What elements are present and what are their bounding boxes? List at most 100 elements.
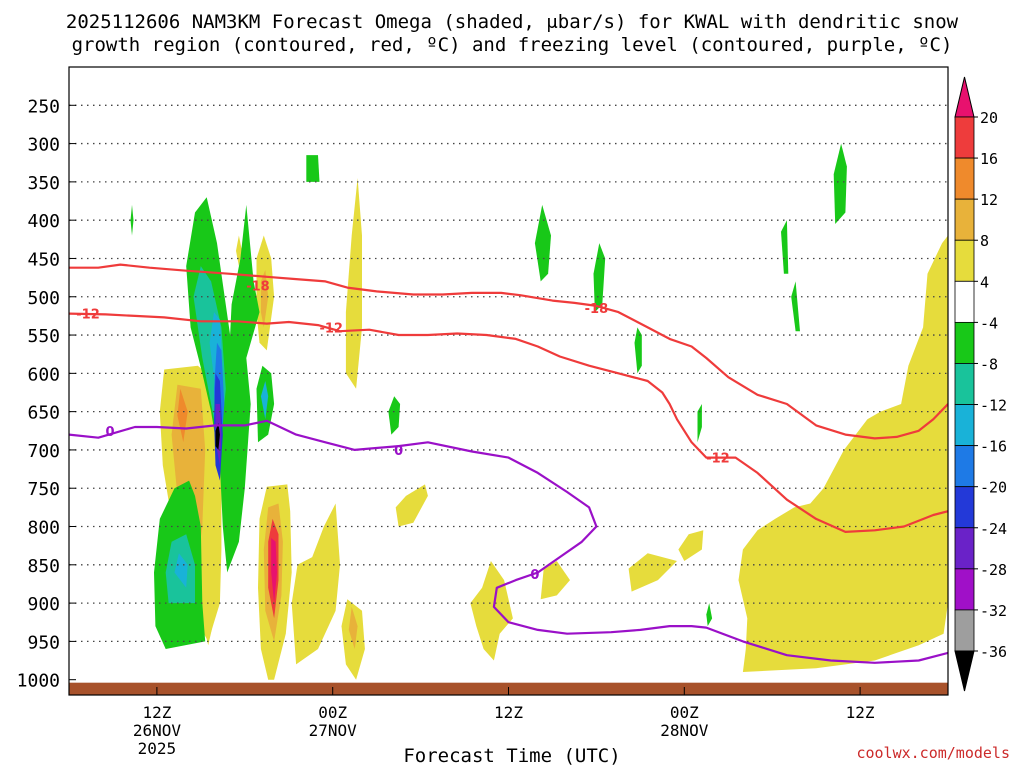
colorbar-bin: [954, 280, 975, 323]
colorbar-bin: [954, 239, 975, 282]
omega-region-30: [215, 423, 220, 450]
y-tick-label: 550: [27, 326, 60, 347]
omega-region-19: [738, 235, 948, 672]
temperature-contour-label: -12: [706, 452, 730, 467]
contours: -18 -18 -12 -12 -12 0 0 0: [69, 263, 948, 664]
colorbar-bin: [954, 609, 975, 652]
omega-region-11: [345, 178, 362, 389]
temperature-contour-label: -18: [246, 279, 270, 294]
freezing-level-contour-label: 0: [394, 444, 403, 459]
colorbar-bin: [954, 404, 975, 447]
y-tick-label: 600: [27, 364, 60, 385]
colorbar-bin: [954, 568, 975, 611]
colorbar-label: -4: [980, 314, 998, 332]
omega-region-41: [706, 603, 713, 627]
omega-region-16: [470, 561, 513, 661]
colorbar-label: -20: [980, 479, 1007, 497]
omega-shading: [69, 143, 948, 695]
omega-region-17: [540, 561, 570, 600]
omega-region-43: [791, 281, 800, 332]
freezing-level-contour-0: [69, 419, 948, 664]
omega-region-15: [395, 484, 428, 527]
colorbar-label: -28: [980, 561, 1007, 579]
colorbar-bin: [954, 445, 975, 488]
colorbar-label: 8: [980, 232, 989, 250]
x-tick-label: 2025: [138, 739, 177, 758]
colorbar-bin: [954, 116, 975, 159]
omega-region-33: [260, 381, 269, 420]
omega-region-39: [634, 327, 642, 374]
colorbar-bin: [954, 527, 975, 570]
y-tick-label: 450: [27, 249, 60, 270]
omega-region-40: [697, 404, 702, 443]
x-tick-label: 00Z: [670, 703, 699, 722]
omega-region-35: [306, 155, 320, 182]
omega-region-10: [348, 606, 358, 649]
freezing-level-contour-label: 0: [530, 568, 539, 583]
omega-region-36: [388, 396, 401, 435]
omega-region-44: [833, 143, 847, 224]
axes: 250 300 350 400 450 500 550 600 650 700 750 800 850 9…: [17, 66, 949, 758]
colorbar-label: -32: [980, 602, 1007, 620]
colorbar-bin: [954, 486, 975, 529]
x-tick-label: 28NOV: [660, 721, 709, 740]
colorbar-label: -12: [980, 397, 1007, 415]
colorbar-bin: [954, 157, 975, 200]
temperature-contour-1: [69, 312, 948, 534]
y-tick-label: 1000: [17, 671, 60, 692]
colorbar-label: 16: [980, 150, 998, 168]
colorbar-bin: [954, 321, 975, 364]
freezing-level-contour-label: 0: [105, 425, 114, 440]
y-tick-label: 400: [27, 211, 60, 232]
colorbar-label: -36: [980, 643, 1007, 661]
colorbar-bottom-arrow: [954, 650, 975, 692]
omega-region-38: [593, 243, 606, 313]
omega-region-6: [271, 538, 277, 604]
plot-frame: [68, 66, 949, 696]
grid: [69, 104, 948, 643]
credit-text: coolwx.com/models: [856, 744, 1010, 762]
y-tick-label: 700: [27, 441, 60, 462]
omega-region-31: [228, 342, 241, 381]
y-tick-label: 850: [27, 556, 60, 577]
omega-region-37: [534, 204, 551, 282]
colorbar-label: -16: [980, 438, 1007, 456]
y-tick-label: 800: [27, 518, 60, 539]
y-tick-label: 650: [27, 403, 60, 424]
colorbar-bin: [954, 198, 975, 241]
y-tick-label: 300: [27, 135, 60, 156]
colorbar-label: 4: [980, 273, 989, 291]
x-axis-title: Forecast Time (UTC): [403, 745, 621, 767]
omega-region-34: [130, 204, 134, 236]
x-tick-label: 27NOV: [309, 721, 358, 740]
x-tick-label: 12Z: [142, 703, 171, 722]
y-tick-label: 900: [27, 594, 60, 615]
colorbar-bin: [954, 363, 975, 405]
omega-region-23: [174, 553, 188, 588]
omega-region-12: [291, 503, 340, 665]
temperature-contour-label: -12: [319, 321, 343, 336]
x-tick-label: 12Z: [494, 703, 523, 722]
x-tick-label: 00Z: [318, 703, 347, 722]
colorbar-label: 20: [980, 109, 998, 127]
omega-region-42: [781, 220, 789, 274]
temperature-contour-label: -12: [76, 308, 100, 323]
title-line-1: 2025112606 NAM3KM Forecast Omega (shaded…: [65, 11, 959, 33]
colorbar: 20 16 12 8 4 -4 -8 -12 -16 -20 -24 -28 -32 -36: [954, 76, 1007, 692]
colorbar-label: -8: [980, 355, 998, 373]
y-tick-label: 350: [27, 173, 60, 194]
colorbar-top-arrow: [954, 76, 975, 118]
temperature-contour-0: [69, 263, 948, 440]
y-tick-label: 950: [27, 632, 60, 653]
title-line-2: growth region (contoured, red, ºC) and f…: [71, 34, 953, 56]
temperature-contour-label: -18: [585, 302, 609, 317]
y-tick-label: 500: [27, 288, 60, 309]
colorbar-label: -24: [980, 520, 1007, 538]
y-tick-label: 750: [27, 479, 60, 500]
omega-region-18: [628, 553, 677, 592]
x-tick-label: 26NOV: [133, 721, 182, 740]
y-tick-label: 250: [27, 96, 60, 117]
omega-region-8: [260, 270, 269, 328]
omega-region-13: [203, 606, 213, 646]
